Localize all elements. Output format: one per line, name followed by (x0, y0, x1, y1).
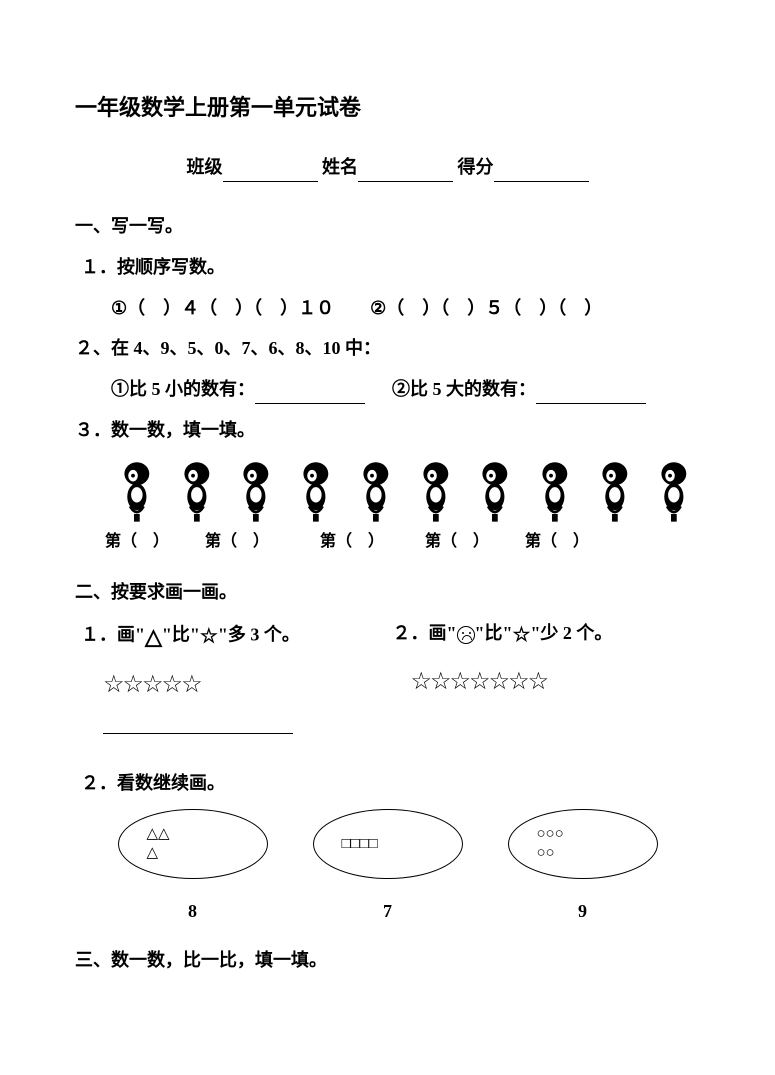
oval3-num: 9 (508, 897, 658, 926)
oval-1: △△ △ (118, 809, 268, 879)
oval3-line1: ○○○ (537, 825, 564, 845)
ovals-row: △△ △ 8 □□□□ 7 ○○○ ○○ 9 (95, 809, 680, 926)
q2-blank1[interactable] (255, 388, 365, 404)
q2-content: ①比 5 小的数有： ②比 5 大的数有： (75, 375, 700, 404)
oval1-line2: △ (147, 844, 159, 864)
score-label: 得分 (458, 157, 494, 177)
section2-heading: 二、按要求画一画。 (75, 578, 700, 607)
s2-q1-label: １．画"△"比"☆"多 3 个。 (75, 619, 383, 654)
blank-label: 第（ ） (177, 529, 297, 555)
cartoon-icon (648, 457, 700, 525)
s2-q2-label: ２．画""比"☆"少 2 个。 (393, 619, 701, 651)
oval2-num: 7 (313, 897, 463, 926)
q1-content: ①（ ）４（ ）（ ）１０ ②（ ）（ ）５（ ）（ ） (75, 294, 700, 323)
oval-box-1: △△ △ 8 (118, 809, 268, 926)
oval2-line1: □□□□ (342, 835, 378, 855)
oval-3: ○○○ ○○ (508, 809, 658, 879)
oval-box-2: □□□□ 7 (313, 809, 463, 926)
star-icon: ☆ (200, 626, 218, 648)
score-blank[interactable] (494, 164, 589, 182)
q2-part2: ②比 5 大的数有： (392, 379, 536, 399)
cartoon-icon (111, 457, 163, 525)
q2-part1: ①比 5 小的数有： (111, 379, 255, 399)
class-label: 班级 (187, 157, 223, 177)
cartoon-icon (350, 457, 402, 525)
cartoon-icon (589, 457, 641, 525)
cartoon-icon (529, 457, 581, 525)
s2-q2-stars: ☆☆☆☆☆☆☆ (411, 663, 701, 701)
blank-label: 第（ ） (407, 529, 507, 555)
name-blank[interactable] (358, 164, 453, 182)
sad-face-icon (457, 626, 475, 644)
oval-2: □□□□ (313, 809, 463, 879)
oval1-num: 8 (118, 897, 268, 926)
draw-blank[interactable] (103, 733, 293, 734)
cartoon-icon (171, 457, 223, 525)
oval-box-3: ○○○ ○○ 9 (508, 809, 658, 926)
name-label: 姓名 (322, 157, 358, 177)
cartoon-icon (410, 457, 462, 525)
triangle-icon: △ (145, 624, 162, 649)
blank-label: 第（ ） (297, 529, 407, 555)
q1-label: １．按顺序写数。 (75, 253, 700, 282)
cartoon-icon (290, 457, 342, 525)
cartoons-row (111, 457, 700, 525)
oval1-line1: △△ (147, 825, 170, 845)
cartoon-icon (230, 457, 282, 525)
q3-label: ３．数一数，填一填。 (75, 416, 700, 445)
q3-labels: 第（ ） 第（ ） 第（ ） 第（ ） 第（ ） (105, 529, 700, 555)
star-icon: ☆ (513, 624, 531, 646)
s2-q1-stars: ☆☆☆☆☆ (103, 666, 383, 704)
cartoon-icon (469, 457, 521, 525)
q2-blank2[interactable] (536, 388, 646, 404)
section1-heading: 一、写一写。 (75, 212, 700, 241)
class-blank[interactable] (223, 164, 318, 182)
q2-label: ２、在 4、9、5、0、7、6、8、10 中： (75, 334, 700, 363)
blank-label: 第（ ） (507, 529, 607, 555)
page-title: 一年级数学上册第一单元试卷 (75, 90, 700, 125)
section3-heading: 三、数一数，比一比，填一填。 (75, 946, 700, 975)
info-line: 班级 姓名 得分 (75, 153, 700, 182)
s2-q3-label: ２．看数继续画。 (75, 769, 700, 798)
blank-label: 第（ ） (105, 529, 177, 555)
oval3-line2: ○○ (537, 844, 555, 864)
